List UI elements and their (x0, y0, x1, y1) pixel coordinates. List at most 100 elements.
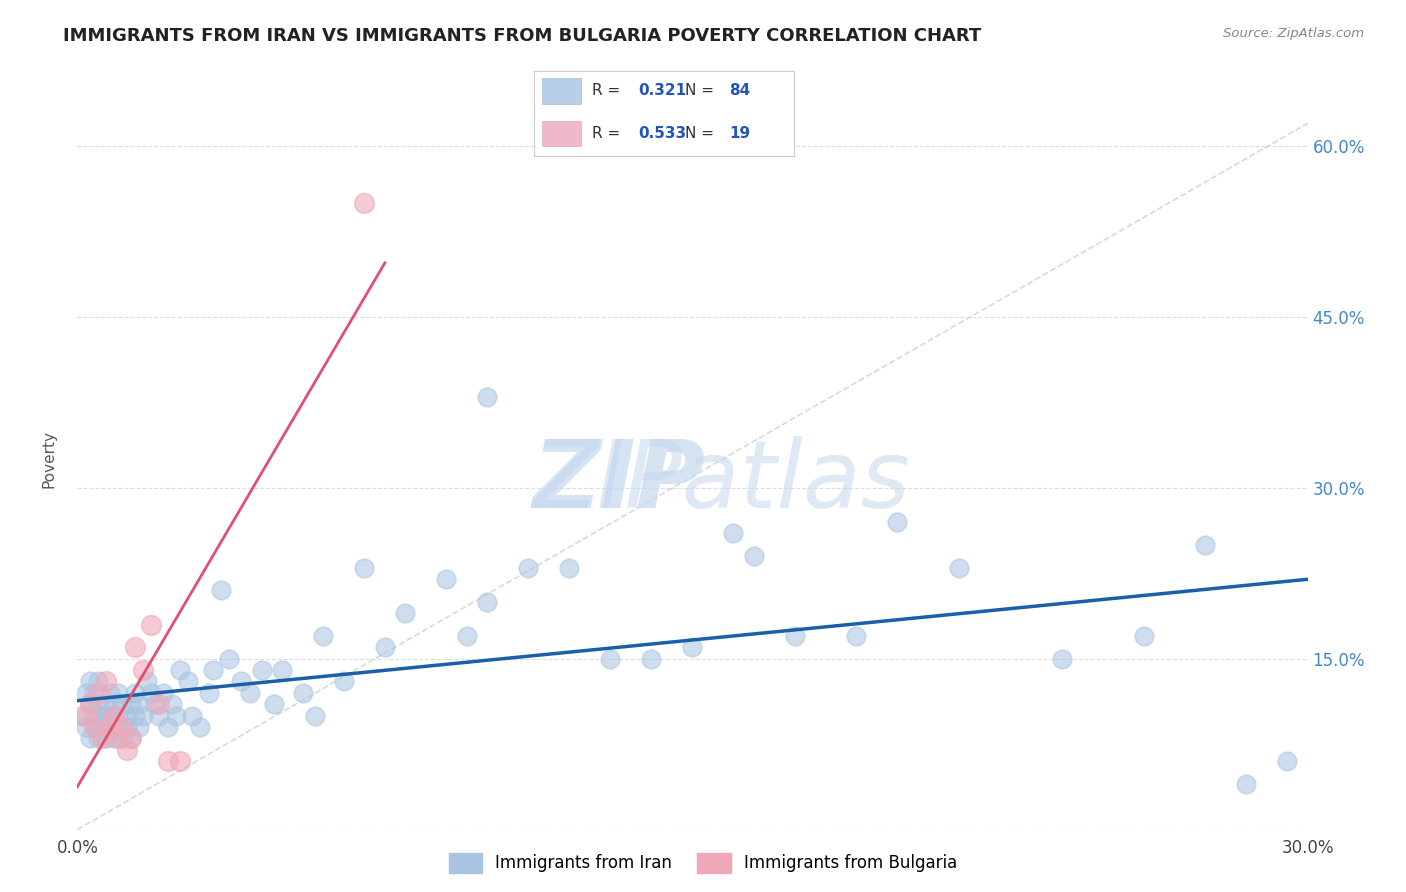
Point (70, 708, 93, 723)
Point (239, 686, 262, 700)
Point (132, 663, 155, 677)
Point (124, 708, 146, 723)
Point (558, 560, 581, 574)
Point (98, 686, 121, 700)
Point (90, 720, 114, 734)
Point (177, 674, 200, 689)
Point (111, 731, 134, 746)
Point (640, 651, 662, 665)
Point (136, 674, 159, 689)
Point (115, 720, 138, 734)
Point (83, 686, 105, 700)
Legend: Immigrants from Iran, Immigrants from Bulgaria: Immigrants from Iran, Immigrants from Bu… (441, 847, 965, 880)
Point (201, 663, 224, 677)
Text: 0.321: 0.321 (638, 83, 686, 98)
Point (79, 698, 101, 712)
Point (94, 698, 117, 712)
Point (312, 629, 335, 643)
Point (263, 698, 285, 712)
Text: R =: R = (592, 126, 624, 141)
Point (218, 651, 240, 665)
Point (94, 731, 117, 746)
Point (103, 698, 125, 712)
Point (333, 674, 356, 689)
Point (742, 549, 765, 564)
Bar (543, 120, 581, 146)
Point (1132, 629, 1154, 643)
Point (304, 708, 326, 723)
Text: N =: N = (685, 83, 718, 98)
Text: 19: 19 (730, 126, 751, 141)
Text: R =: R = (592, 83, 624, 98)
Point (948, 560, 970, 574)
Point (209, 583, 232, 598)
Point (197, 686, 219, 700)
Point (79, 698, 101, 712)
Text: 0.533: 0.533 (638, 126, 686, 141)
Point (128, 698, 150, 712)
Point (156, 754, 179, 768)
Point (111, 698, 134, 712)
Point (90, 731, 114, 746)
Point (124, 640, 146, 655)
Point (152, 686, 174, 700)
Point (783, 629, 806, 643)
Point (87, 698, 110, 712)
Point (1050, 651, 1073, 665)
Point (120, 731, 142, 746)
Point (141, 617, 163, 632)
Point (132, 708, 155, 723)
Point (128, 720, 150, 734)
Point (87, 731, 110, 746)
Point (115, 743, 138, 757)
Point (1194, 538, 1216, 552)
Point (517, 560, 540, 574)
Point (1234, 777, 1257, 791)
Point (353, 196, 375, 211)
Point (124, 686, 146, 700)
Point (75, 708, 97, 723)
Point (682, 640, 704, 655)
Point (79, 731, 101, 746)
Point (148, 708, 170, 723)
Point (436, 572, 458, 586)
Point (120, 698, 142, 712)
Point (169, 754, 191, 768)
Point (1275, 754, 1298, 768)
Point (107, 708, 129, 723)
Y-axis label: Poverty: Poverty (42, 430, 56, 489)
Point (98, 720, 121, 734)
Point (87, 674, 110, 689)
Point (83, 708, 105, 723)
Text: IMMIGRANTS FROM IRAN VS IMMIGRANTS FROM BULGARIA POVERTY CORRELATION CHART: IMMIGRANTS FROM IRAN VS IMMIGRANTS FROM … (63, 27, 981, 45)
Point (374, 640, 396, 655)
Text: Source: ZipAtlas.com: Source: ZipAtlas.com (1223, 27, 1364, 40)
Bar (543, 78, 581, 103)
Point (394, 606, 416, 620)
Point (353, 560, 375, 574)
Point (111, 720, 134, 734)
Point (79, 674, 101, 689)
Point (107, 731, 129, 746)
Point (250, 663, 273, 677)
Point (90, 708, 114, 723)
Point (107, 720, 129, 734)
Point (169, 663, 191, 677)
Point (98, 708, 121, 723)
Point (94, 674, 117, 689)
Point (723, 526, 745, 541)
Point (98, 720, 121, 734)
Text: 84: 84 (730, 83, 751, 98)
Point (148, 698, 170, 712)
Point (83, 720, 105, 734)
Text: ZIPatlas: ZIPatlas (533, 436, 911, 527)
Point (886, 515, 908, 529)
Point (83, 720, 105, 734)
Point (75, 720, 97, 734)
Point (231, 674, 253, 689)
Point (115, 708, 138, 723)
Point (181, 708, 204, 723)
Point (143, 698, 166, 712)
Point (271, 663, 294, 677)
Text: N =: N = (685, 126, 718, 141)
